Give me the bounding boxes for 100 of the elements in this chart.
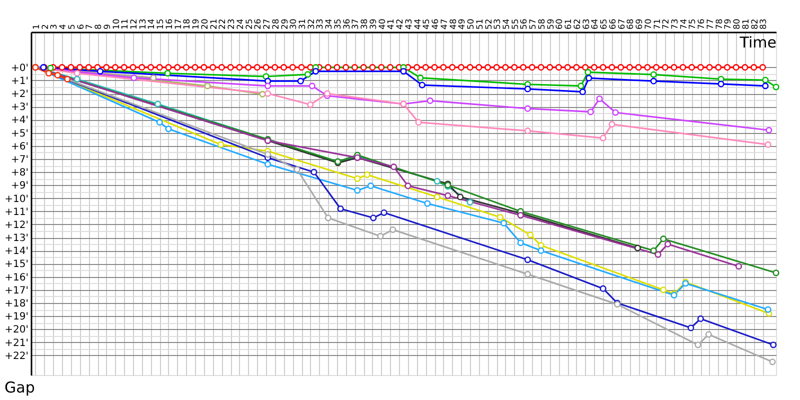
y-tick-label: +0' — [11, 62, 28, 74]
x-tick-label: 42 — [396, 18, 406, 30]
x-tick-label: 64 — [590, 18, 601, 30]
x-tick-label: 82 — [750, 18, 760, 30]
x-tick-label: 71 — [652, 18, 663, 30]
x-tick-label: 5 — [67, 24, 78, 30]
x-tick-label: 4 — [58, 24, 69, 30]
x-tick-label: 60 — [555, 18, 566, 30]
x-tick-label: 77 — [706, 18, 716, 30]
y-tick-label: +15' — [4, 259, 28, 270]
x-tick-label: 30 — [289, 18, 300, 30]
x-tick-label: 16 — [164, 18, 175, 30]
x-tick-label: 48 — [448, 18, 459, 30]
x-tick-label: 26 — [254, 18, 264, 30]
y-tick-label: +16' — [4, 272, 28, 284]
y-tick-label: +22' — [4, 350, 28, 362]
x-tick-label: 68 — [626, 18, 636, 30]
x-tick-label: 67 — [617, 18, 628, 30]
x-tick-label: 83 — [759, 18, 770, 30]
y-tick-label: +19' — [4, 312, 28, 323]
x-tick-label: 36 — [342, 18, 352, 30]
x-tick-label: 61 — [564, 18, 574, 30]
x-tick-label: 56 — [520, 18, 530, 30]
x-tick-label: 6 — [76, 24, 86, 30]
x-tick-label: 46 — [431, 18, 442, 30]
y-tick-label: +20' — [4, 324, 28, 336]
x-tick-label: 59 — [546, 18, 556, 30]
x-tick-label: 49 — [458, 18, 468, 30]
x-tick-label: 50 — [466, 18, 477, 30]
x-tick-label: 23 — [227, 18, 238, 30]
x-tick-label: 2 — [40, 24, 51, 30]
x-tick-label: 9 — [102, 24, 113, 30]
x-tick-label: 11 — [120, 18, 131, 30]
x-tick-label: 57 — [528, 18, 539, 30]
y-tick-label: +18' — [4, 298, 28, 310]
x-tick-label: 32 — [306, 18, 317, 30]
x-tick-label: 29 — [280, 18, 290, 30]
x-tick-label: 3 — [50, 24, 60, 30]
y-tick-label: +17' — [4, 285, 28, 296]
x-tick-label: 13 — [138, 18, 148, 30]
x-tick-label: 58 — [537, 18, 548, 30]
y-tick-label: +14' — [4, 246, 28, 258]
x-tick-label: 73 — [670, 18, 681, 30]
x-tick-label: 62 — [572, 18, 583, 30]
x-tick-label: 1 — [32, 24, 42, 30]
x-tick-label: 37 — [351, 18, 362, 30]
y-tick-label: +6' — [11, 141, 28, 152]
y-tick-label: +9' — [11, 180, 28, 192]
x-tick-label: 47 — [440, 18, 450, 30]
x-tick-label: 10 — [112, 18, 122, 30]
x-tick-label: 53 — [493, 18, 504, 30]
y-tick-label: +10' — [4, 194, 28, 205]
x-tick-label: 78 — [714, 18, 725, 30]
x-tick-label: 81 — [741, 18, 752, 30]
x-axis-title: Time — [738, 34, 776, 52]
y-tick-label: +7' — [11, 154, 28, 166]
y-axis-title: Gap — [4, 378, 35, 396]
x-tick-label: 79 — [724, 18, 734, 30]
x-tick-label: 25 — [244, 18, 255, 30]
x-tick-label: 54 — [502, 18, 512, 30]
x-tick-label: 15 — [156, 18, 166, 30]
y-tick-label: +1' — [11, 76, 28, 87]
x-tick-label: 70 — [644, 18, 654, 30]
y-tick-label: +12' — [4, 220, 28, 231]
x-tick-label: 27 — [262, 18, 273, 30]
x-tick-label: 33 — [316, 18, 326, 30]
x-tick-label: 8 — [94, 24, 104, 30]
x-tick-label: 18 — [182, 18, 193, 30]
x-tick-label: 65 — [600, 18, 610, 30]
x-tick-label: 35 — [333, 18, 344, 30]
x-tick-label: 76 — [697, 18, 708, 30]
x-tick-label: 69 — [635, 18, 646, 30]
y-tick-label: +2' — [11, 89, 28, 100]
x-tick-label: 63 — [582, 18, 592, 30]
x-tick-label: 19 — [192, 18, 202, 30]
x-tick-label: 38 — [360, 18, 370, 30]
y-tick-label: +3' — [11, 102, 28, 114]
x-tick-label: 7 — [85, 24, 96, 30]
x-tick-label: 55 — [510, 18, 521, 30]
x-tick-label: 28 — [271, 18, 282, 30]
x-tick-label: 74 — [679, 18, 690, 30]
y-tick-label: +4' — [11, 115, 28, 126]
x-tick-label: 24 — [236, 18, 246, 30]
y-tick-label: +21' — [4, 338, 28, 349]
x-tick-label: 52 — [484, 18, 494, 30]
x-tick-label: 51 — [475, 18, 486, 30]
x-tick-label: 12 — [129, 18, 140, 30]
x-tick-label: 21 — [209, 18, 220, 30]
x-tick-label: 80 — [732, 18, 743, 30]
y-tick-label: +8' — [11, 168, 28, 179]
x-tick-label: 75 — [688, 18, 698, 30]
y-tick-label: +13' — [4, 233, 28, 244]
x-tick-label: 72 — [662, 18, 672, 30]
x-tick-label: 45 — [422, 18, 432, 30]
x-tick-label: 22 — [218, 18, 228, 30]
y-tick-label: +11' — [4, 206, 28, 218]
x-tick-label: 20 — [200, 18, 210, 30]
x-tick-label: 39 — [368, 18, 379, 30]
x-tick-label: 66 — [608, 18, 618, 30]
x-tick-label: 34 — [324, 18, 335, 30]
